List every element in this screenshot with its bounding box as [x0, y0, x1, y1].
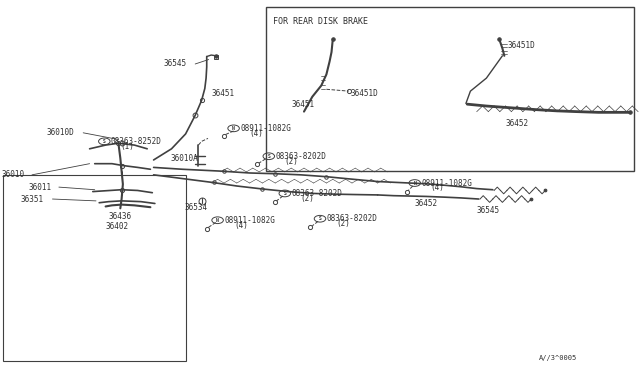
- Text: (2): (2): [336, 219, 350, 228]
- Text: S: S: [103, 139, 106, 144]
- Text: 36545: 36545: [164, 60, 187, 68]
- Text: 08363-8202D: 08363-8202D: [292, 189, 342, 198]
- Text: (4): (4): [250, 129, 264, 138]
- Text: 36436: 36436: [109, 212, 132, 221]
- Text: (4): (4): [431, 183, 445, 192]
- Text: 08911-1082G: 08911-1082G: [241, 124, 291, 133]
- Text: (4): (4): [234, 221, 248, 230]
- Text: S: S: [284, 191, 286, 196]
- Text: FOR REAR DISK BRAKE: FOR REAR DISK BRAKE: [273, 17, 368, 26]
- Text: 36451: 36451: [211, 89, 234, 97]
- Text: 08363-8202D: 08363-8202D: [275, 152, 326, 161]
- Text: N: N: [216, 218, 219, 223]
- Text: 36351: 36351: [20, 195, 44, 203]
- Text: 36010D: 36010D: [46, 128, 74, 137]
- Text: (2): (2): [285, 157, 299, 166]
- Text: 08911-1082G: 08911-1082G: [225, 216, 275, 225]
- Text: 08911-1082G: 08911-1082G: [421, 179, 472, 187]
- Bar: [266, 7, 634, 171]
- Text: (1): (1): [120, 142, 134, 151]
- Text: N: N: [232, 126, 235, 131]
- Text: 36402: 36402: [106, 222, 129, 231]
- Text: 36451D: 36451D: [508, 41, 535, 50]
- Text: A//3^0005: A//3^0005: [539, 355, 577, 361]
- Text: S: S: [319, 216, 321, 221]
- Text: 36451D: 36451D: [351, 89, 378, 97]
- Text: 36010A: 36010A: [171, 154, 198, 163]
- Text: 36010: 36010: [2, 170, 25, 179]
- Bar: [3, 175, 186, 361]
- Text: 36534: 36534: [184, 203, 207, 212]
- Text: (2): (2): [301, 194, 315, 203]
- Text: N: N: [413, 180, 416, 186]
- Text: S: S: [268, 154, 270, 159]
- Text: 36011: 36011: [29, 183, 52, 192]
- Text: 36545: 36545: [477, 206, 500, 215]
- Text: 36451: 36451: [291, 100, 314, 109]
- Text: 08363-8252D: 08363-8252D: [111, 137, 161, 146]
- Text: 08363-8202D: 08363-8202D: [326, 214, 377, 223]
- Text: 36452: 36452: [506, 119, 529, 128]
- Text: 36452: 36452: [415, 199, 438, 208]
